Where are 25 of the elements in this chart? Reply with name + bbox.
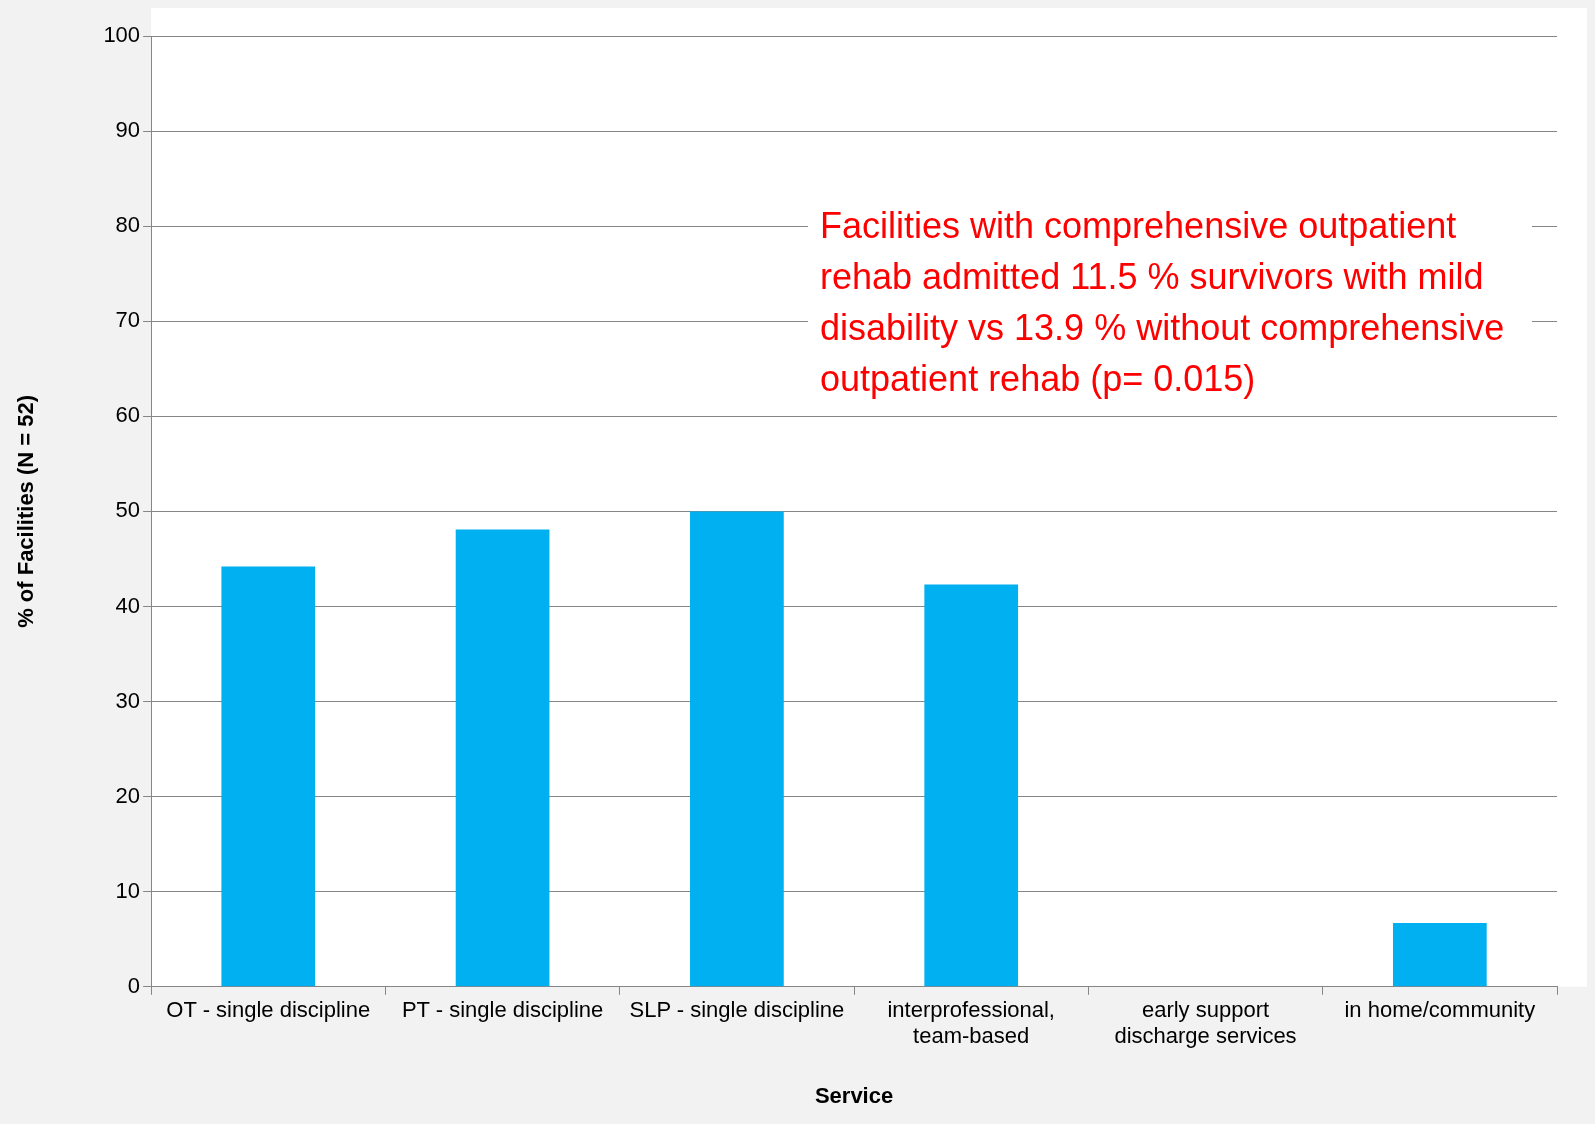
y-tick-label: 60 <box>115 402 141 428</box>
x-axis-title: Service <box>814 1082 894 1108</box>
y-tick-label: 0 <box>127 972 141 998</box>
x-tick-label: SLP - single discipline <box>629 997 845 1023</box>
y-tick-label: 90 <box>115 117 141 143</box>
y-tick-label: 10 <box>115 877 141 903</box>
x-tick-label: interprofessional, team-based <box>887 997 1055 1049</box>
x-tick-label: early support discharge services <box>1114 997 1297 1049</box>
y-tick-label: 40 <box>115 592 141 618</box>
y-tick-label: 20 <box>115 782 141 808</box>
x-tick-label: OT - single discipline <box>166 997 371 1023</box>
bar <box>221 566 316 987</box>
y-axis-title: % of Facilities (N = 52) <box>13 394 39 628</box>
x-tick-label: PT - single discipline <box>401 997 604 1023</box>
bar <box>924 584 1019 987</box>
y-tick-label: 50 <box>115 497 141 523</box>
bar <box>690 511 784 987</box>
x-tick-label: in home/community <box>1344 997 1536 1023</box>
bar <box>455 529 550 987</box>
y-tick-label: 70 <box>115 307 141 333</box>
y-tick-label: 80 <box>115 212 141 238</box>
bar <box>1392 923 1487 987</box>
y-tick-label: 30 <box>115 687 141 713</box>
y-tick-label: 100 <box>103 22 141 48</box>
annotation: Facilities with comprehensive outpatient rehab admitted 11.5 % survivors with mild disability vs 13.9 % without comprehensive outpatient rehab (p= 0.015) <box>808 200 1532 404</box>
